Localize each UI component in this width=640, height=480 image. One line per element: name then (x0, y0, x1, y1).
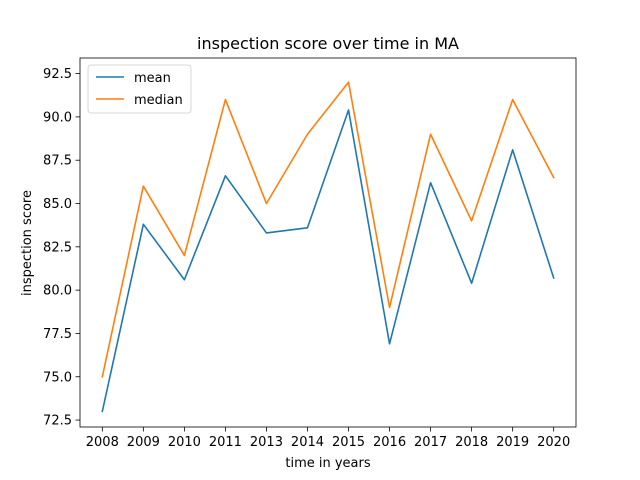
y-tick-label: 82.5 (43, 240, 72, 255)
x-tick-label: 2017 (414, 435, 447, 450)
x-tick-label: 2015 (332, 435, 365, 450)
x-tick-label: 2020 (537, 435, 570, 450)
x-tick-label: 2018 (455, 435, 488, 450)
axes-frame (79, 57, 577, 428)
x-tick-label: 2016 (373, 435, 406, 450)
x-tick-label: 2019 (496, 435, 529, 450)
y-axis-label: inspection score (20, 190, 35, 296)
x-axis-label: time in years (285, 456, 370, 471)
y-tick-label: 90.0 (43, 110, 72, 125)
x-tick-label: 2013 (250, 435, 283, 450)
series-line-median (101, 81, 555, 378)
y-tick-label: 85.0 (43, 197, 72, 212)
chart-title: inspection score over time in MA (197, 34, 459, 53)
x-tick-label: 2008 (86, 435, 119, 450)
x-tick-label: 2009 (127, 435, 160, 450)
y-tick-label: 75.0 (43, 370, 72, 385)
y-tick-label: 87.5 (43, 154, 72, 169)
legend-label-median: median (134, 93, 183, 108)
y-tick-label: 77.5 (43, 327, 72, 342)
x-tick-label: 2014 (291, 435, 324, 450)
x-tick-label: 2011 (209, 435, 242, 450)
x-tick-label: 2010 (168, 435, 201, 450)
y-tick-label: 80.0 (43, 284, 72, 299)
plot-area: 2008 2009 2010 2011 2013 2014 2015 2016 2017 2018… (43, 57, 577, 450)
legend-label-mean: mean (134, 71, 171, 86)
series-line-mean (101, 109, 555, 413)
y-tick-label: 72.5 (43, 414, 72, 429)
y-tick-label: 92.5 (43, 67, 72, 82)
